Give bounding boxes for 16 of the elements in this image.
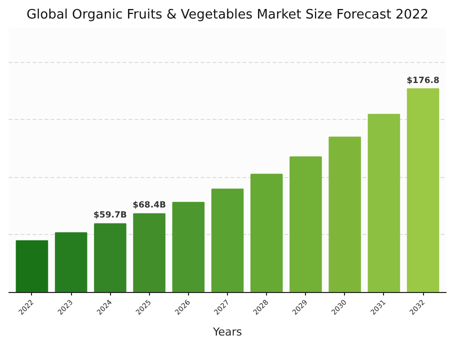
- bar: [172, 202, 205, 292]
- chart-title: Global Organic Fruits & Vegetables Market Size Forecast 2022: [26, 8, 429, 22]
- bar: [290, 156, 322, 292]
- bar: [406, 88, 440, 292]
- bar: [94, 223, 126, 292]
- bar: [54, 232, 88, 292]
- data-label: $68.4B: [132, 200, 166, 211]
- x-axis-title: Years: [212, 325, 242, 338]
- data-label: $176.8: [406, 76, 440, 86]
- data-label: $59.7B: [93, 210, 127, 221]
- bar: [211, 188, 244, 292]
- bar: [250, 174, 283, 292]
- bar: [328, 136, 361, 292]
- bar: [368, 114, 400, 292]
- bar: [16, 240, 48, 292]
- bar: [133, 213, 166, 292]
